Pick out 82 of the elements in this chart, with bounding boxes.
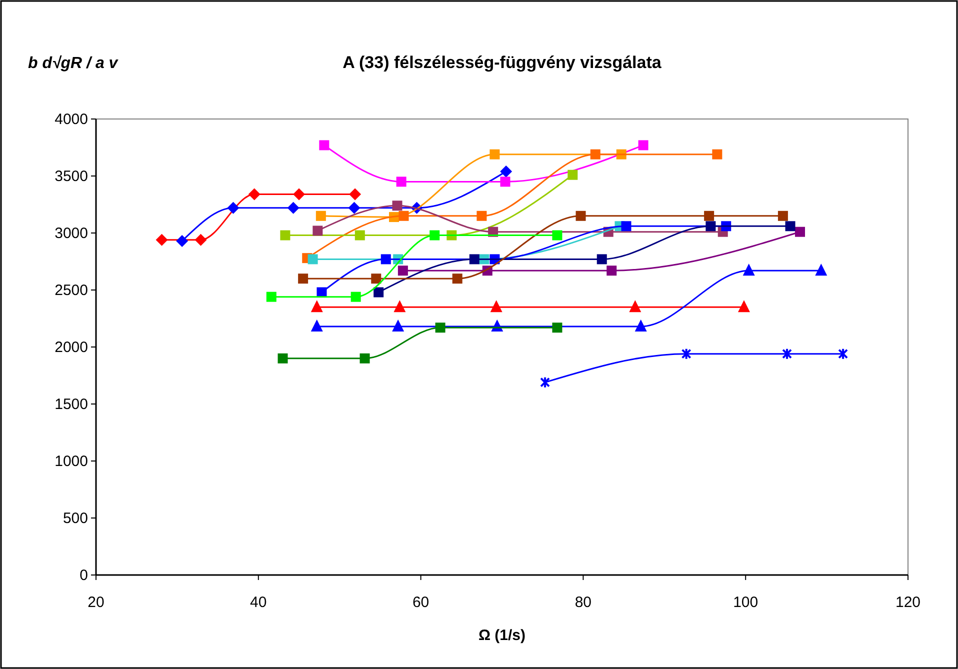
point [156,234,168,246]
point [706,221,716,232]
point [476,210,487,221]
point [398,266,408,276]
point [681,348,692,360]
point [394,300,406,312]
point [371,274,382,284]
point [310,300,323,312]
point [293,188,305,200]
x-tick-label: 120 [895,594,921,611]
y-tick-label: 4000 [54,111,88,128]
point [590,149,600,160]
y-tick-label: 2000 [54,339,88,356]
point [266,292,276,302]
point [312,226,323,236]
point [348,202,360,214]
x-axis-title: Ω (1/s) [478,627,526,644]
point [576,210,586,221]
point [778,210,788,221]
x-tick-label: 20 [88,594,104,611]
point [435,322,446,333]
point [568,170,578,180]
point [500,165,512,178]
point [638,140,648,150]
point [392,319,404,332]
point [838,348,848,360]
point [430,230,440,240]
point [815,264,828,276]
y-tick-label: 3000 [54,225,88,242]
y-tick-label: 3500 [54,168,88,185]
y-tick-label: 1500 [54,396,88,413]
point [540,376,550,388]
chart-title: A (33) félszélesség-függvény vizsgálata [342,53,662,72]
point [795,226,806,237]
point [298,274,308,284]
point [396,176,406,187]
point [350,292,361,302]
point [278,353,288,364]
point [738,300,750,312]
point [380,254,391,264]
point [360,353,370,364]
x-tick-label: 60 [412,594,430,611]
point [606,266,617,276]
point [310,319,323,332]
point [349,188,362,200]
y-tick-label: 0 [80,567,88,584]
point [227,202,240,214]
point [490,149,500,160]
point [287,202,300,214]
point [552,322,562,333]
point [469,254,480,264]
point [176,234,188,247]
point [552,230,562,240]
point [500,176,510,187]
point [316,210,326,221]
point [629,300,642,312]
point [248,188,260,200]
y-tick-label: 2500 [54,282,88,299]
point [319,140,330,150]
point [704,210,714,221]
point [280,230,290,240]
y-tick-label: 500 [62,510,88,527]
point [452,274,462,284]
point [398,210,409,221]
point [712,149,722,160]
point [392,200,402,211]
point [742,264,755,276]
x-tick-label: 80 [574,594,592,611]
y-tick-label: 1000 [54,453,88,470]
x-tick-label: 100 [733,594,758,611]
point [374,287,384,298]
point [785,221,796,232]
x-tick-label: 40 [250,594,267,611]
point [490,300,502,312]
point [596,254,607,264]
point [308,254,318,264]
point [194,234,207,246]
point [621,221,632,232]
point [354,230,365,240]
y-axis-title: b d√gR / a v [28,55,119,72]
point [782,348,792,360]
point [634,319,647,332]
